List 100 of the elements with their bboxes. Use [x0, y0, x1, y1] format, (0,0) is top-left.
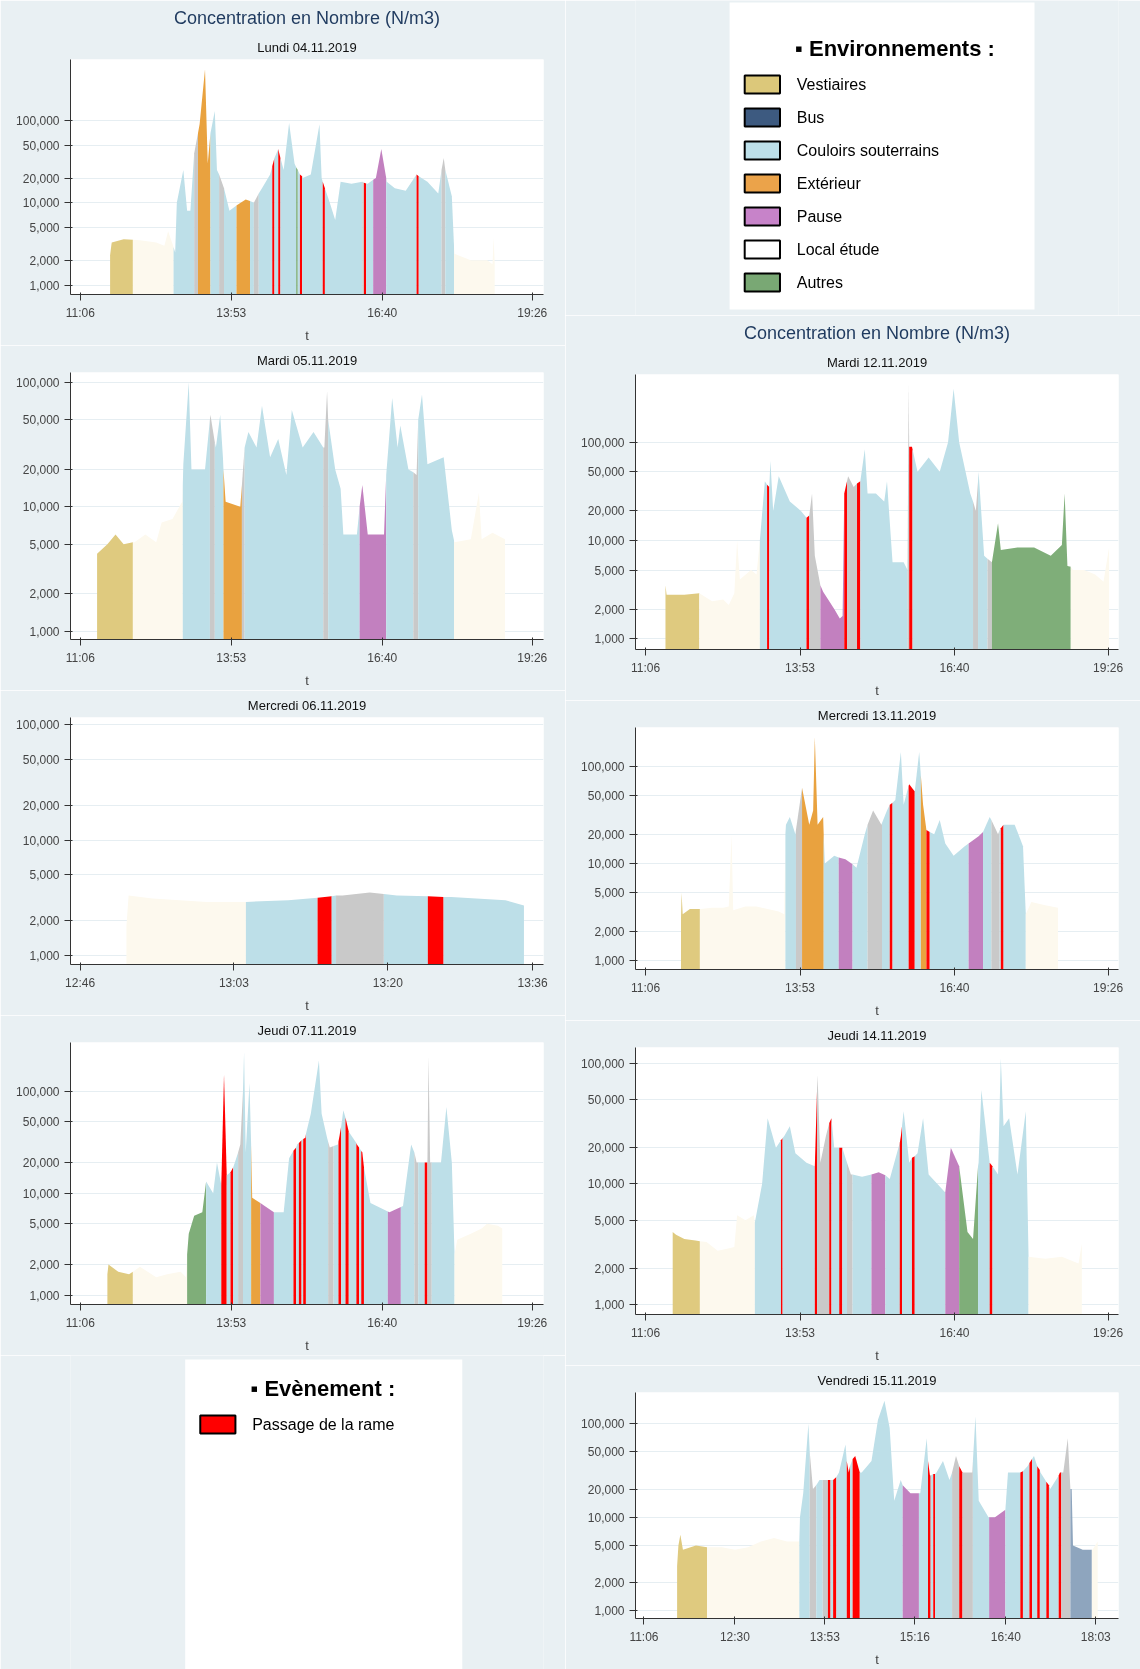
category-label: Extérieur [796, 175, 862, 192]
y-tick-label: 10,000 [587, 533, 625, 548]
x-tick-label: 11:06 [629, 1629, 659, 1644]
y-tick-label: 100,000 [16, 718, 60, 733]
text: ▪ Evènement : [250, 1376, 396, 1401]
x-tick-label: 12:46 [65, 975, 96, 990]
x-tick-label: 16:40 [990, 1629, 1022, 1644]
x-tick-label: 11:06 [630, 980, 661, 995]
category-label: Autres [796, 274, 844, 291]
y-tick-label: 20,000 [22, 171, 60, 186]
y-tick-label: 20,000 [587, 1141, 625, 1156]
x-tick-label: 19:26 [517, 650, 548, 665]
x-tick-label: 19:26 [1093, 660, 1124, 675]
x-tick-label: 13:53 [809, 1629, 841, 1644]
y-tick-label: 100,000 [581, 435, 625, 450]
x-axis-title: t [875, 1651, 880, 1667]
x-tick-label: 18:03 [1080, 1629, 1112, 1644]
y-tick-label: 10,000 [587, 856, 625, 871]
y-tick-label: 2,000 [29, 253, 60, 268]
chart-subtitle: Vendredi 15.11.2019 [817, 1372, 937, 1388]
y-tick-label: 20,000 [22, 462, 60, 477]
y-tick-label: 20,000 [22, 1155, 60, 1170]
y-tick-label: 10,000 [22, 1186, 60, 1201]
y-tick-label: 1,000 [594, 1604, 625, 1619]
y-tick-label: 100,000 [581, 1056, 625, 1071]
x-tick-label: 13:53 [785, 1325, 816, 1340]
category-label: Passage de la rame [252, 1416, 395, 1433]
y-tick-label: 2,000 [29, 914, 60, 929]
x-axis-title: t [305, 327, 310, 343]
x-tick-label: 13:53 [216, 1315, 247, 1330]
x-tick-label: 19:26 [517, 305, 548, 320]
chart-subtitle: Mercredi 13.11.2019 [817, 707, 937, 723]
x-tick-label: 13:53 [785, 660, 816, 675]
y-tick-label: 5,000 [29, 1217, 60, 1232]
x-tick-label: 19:26 [517, 1315, 548, 1330]
x-tick-label: 16:40 [939, 1325, 970, 1340]
x-axis-title: t [305, 672, 310, 688]
y-tick-label: 20,000 [22, 798, 60, 813]
x-tick-label: 16:40 [367, 650, 398, 665]
x-tick-label: 13:36 [517, 975, 548, 990]
x-tick-label: 11:06 [65, 1315, 96, 1330]
x-tick-label: 11:06 [65, 305, 96, 320]
y-tick-label: 1,000 [594, 1298, 625, 1313]
x-axis-title: t [305, 997, 310, 1013]
y-tick-label: 10,000 [587, 1177, 625, 1192]
category-label: Local étude [796, 241, 880, 258]
category-label: Pause [796, 208, 843, 225]
x-tick-label: 16:40 [939, 980, 970, 995]
x-tick-label: 16:40 [939, 660, 970, 675]
y-tick-label: 5,000 [29, 221, 60, 236]
y-tick-label: 2,000 [29, 587, 60, 602]
x-tick-label: 19:26 [1093, 980, 1124, 995]
y-tick-label: 5,000 [594, 886, 625, 901]
y-tick-label: 50,000 [587, 1093, 625, 1108]
x-axis-title: t [305, 1337, 310, 1353]
y-tick-label: 10,000 [22, 833, 60, 848]
x-tick-label: 11:06 [65, 650, 96, 665]
x-tick-label: 13:03 [218, 975, 250, 990]
y-tick-label: 2,000 [594, 924, 625, 939]
y-tick-label: 50,000 [587, 1445, 625, 1460]
chart-subtitle: Mercredi 06.11.2019 [247, 697, 367, 713]
x-tick-label: 15:16 [899, 1629, 931, 1644]
y-tick-label: 5,000 [29, 868, 60, 883]
text: ▪ Environnements : [795, 36, 995, 61]
x-tick-label: 11:06 [630, 1325, 661, 1340]
y-tick-label: 100,000 [581, 1417, 625, 1432]
y-tick-label: 2,000 [29, 1257, 60, 1272]
x-tick-label: 13:53 [216, 650, 247, 665]
y-tick-label: 20,000 [587, 827, 625, 842]
x-axis-title: t [875, 1347, 880, 1363]
x-tick-label: 19:26 [1093, 1325, 1124, 1340]
chart-title: Concentration en Nombre (N/m3) [173, 7, 441, 28]
x-axis-title: t [875, 1002, 880, 1018]
chart-subtitle: Mardi 05.11.2019 [256, 352, 358, 368]
category-label: Bus [796, 109, 825, 126]
chart-subtitle: Lundi 04.11.2019 [257, 39, 357, 55]
y-tick-label: 100,000 [16, 1084, 60, 1099]
y-tick-label: 2,000 [594, 1261, 625, 1276]
x-tick-label: 13:53 [785, 980, 816, 995]
y-tick-label: 1,000 [29, 948, 60, 963]
y-tick-label: 1,000 [29, 278, 60, 293]
y-tick-label: 10,000 [587, 1510, 625, 1525]
y-tick-label: 5,000 [29, 537, 60, 552]
y-tick-label: 20,000 [587, 1482, 625, 1497]
y-tick-label: 10,000 [22, 500, 60, 515]
chart-title: Concentration en Nombre (N/m3) [743, 322, 1011, 343]
y-tick-label: 1,000 [594, 954, 625, 969]
y-tick-label: 50,000 [22, 1115, 60, 1130]
y-tick-label: 2,000 [594, 1576, 625, 1591]
y-tick-label: 1,000 [29, 624, 60, 639]
y-tick-label: 100,000 [581, 759, 625, 774]
y-tick-label: 10,000 [22, 196, 60, 211]
x-tick-label: 13:20 [372, 975, 404, 990]
x-axis-title: t [875, 682, 880, 698]
chart-subtitle: Mardi 12.11.2019 [826, 354, 928, 370]
y-tick-label: 50,000 [22, 413, 60, 428]
category-label: Vestiaires [796, 76, 867, 93]
y-tick-label: 100,000 [16, 113, 60, 128]
y-tick-label: 5,000 [594, 1213, 625, 1228]
category-label: Couloirs souterrains [796, 142, 940, 159]
